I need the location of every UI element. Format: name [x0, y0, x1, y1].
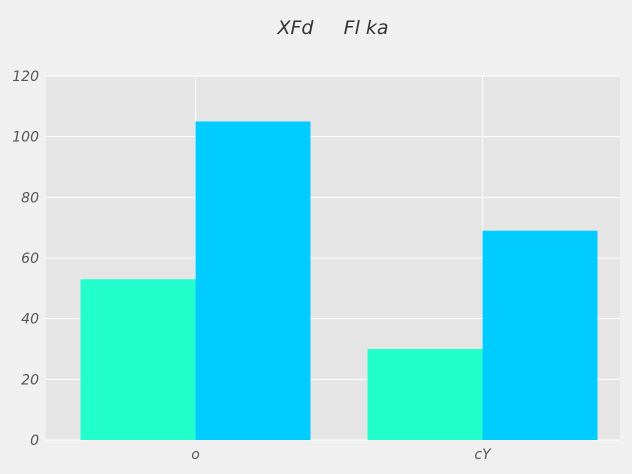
- x-tick-label: o: [191, 447, 200, 463]
- bar-0-1: [195, 121, 311, 440]
- bar-1-0: [367, 349, 483, 440]
- y-tick-label: 20: [21, 372, 39, 388]
- chart-title: XFd Fl ka: [276, 17, 388, 39]
- bar-1-1: [482, 230, 598, 440]
- y-tick-label: 0: [30, 433, 39, 449]
- x-axis-ticks: o cY: [191, 447, 492, 463]
- y-tick-label: 60: [21, 251, 39, 267]
- bar-0-0: [80, 279, 196, 440]
- y-tick-label: 120: [12, 69, 39, 85]
- y-tick-label: 100: [12, 130, 39, 146]
- x-tick-label: cY: [474, 447, 492, 463]
- y-tick-label: 40: [21, 312, 39, 328]
- y-tick-label: 80: [21, 190, 39, 206]
- y-axis-ticks: 0 20 40 60 80 100 120: [12, 69, 39, 449]
- bars: [80, 121, 598, 440]
